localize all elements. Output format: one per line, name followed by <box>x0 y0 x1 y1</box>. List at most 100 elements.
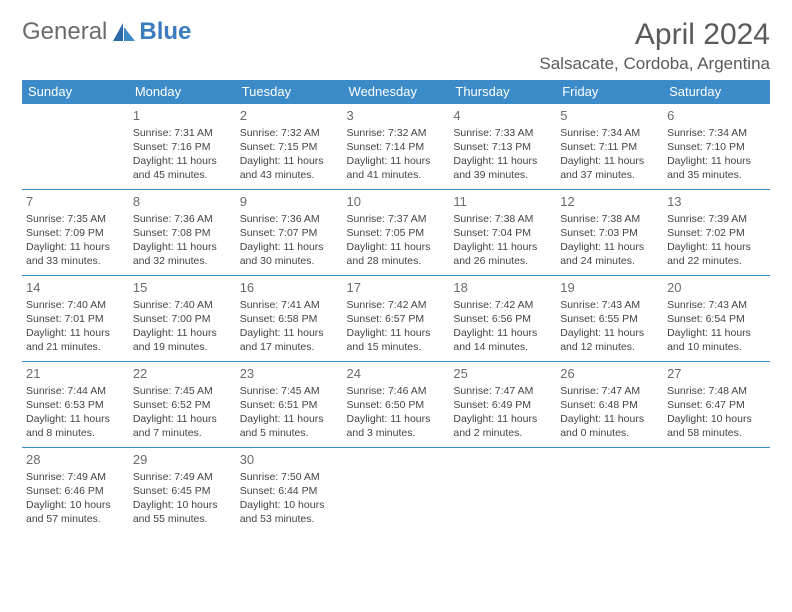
title-block: April 2024 Salsacate, Cordoba, Argentina <box>539 18 770 74</box>
sunset-text: Sunset: 7:14 PM <box>347 140 446 154</box>
daylight-text: Daylight: 11 hours and 28 minutes. <box>347 240 446 268</box>
sunset-text: Sunset: 7:13 PM <box>453 140 552 154</box>
daylight-text: Daylight: 11 hours and 12 minutes. <box>560 326 659 354</box>
sunrise-text: Sunrise: 7:49 AM <box>133 470 232 484</box>
logo: General Blue <box>22 18 191 46</box>
sunrise-text: Sunrise: 7:47 AM <box>560 384 659 398</box>
day-number: 20 <box>667 279 766 297</box>
day-number: 25 <box>453 365 552 383</box>
daylight-text: Daylight: 11 hours and 7 minutes. <box>133 412 232 440</box>
sunset-text: Sunset: 6:51 PM <box>240 398 339 412</box>
sunset-text: Sunset: 7:05 PM <box>347 226 446 240</box>
sunrise-text: Sunrise: 7:44 AM <box>26 384 125 398</box>
daylight-text: Daylight: 10 hours and 58 minutes. <box>667 412 766 440</box>
day-header: Wednesday <box>343 80 450 104</box>
day-number: 22 <box>133 365 232 383</box>
logo-text-general: General <box>22 18 107 46</box>
sunset-text: Sunset: 6:55 PM <box>560 312 659 326</box>
sunset-text: Sunset: 6:58 PM <box>240 312 339 326</box>
sunset-text: Sunset: 6:57 PM <box>347 312 446 326</box>
calendar-body: 1Sunrise: 7:31 AMSunset: 7:16 PMDaylight… <box>22 104 770 534</box>
day-header: Saturday <box>663 80 770 104</box>
sunrise-text: Sunrise: 7:40 AM <box>26 298 125 312</box>
sunrise-text: Sunrise: 7:38 AM <box>560 212 659 226</box>
sunrise-text: Sunrise: 7:45 AM <box>133 384 232 398</box>
day-number: 21 <box>26 365 125 383</box>
logo-sail-icon <box>111 21 137 43</box>
daylight-text: Daylight: 11 hours and 24 minutes. <box>560 240 659 268</box>
calendar-cell: 11Sunrise: 7:38 AMSunset: 7:04 PMDayligh… <box>449 190 556 276</box>
calendar-cell: 21Sunrise: 7:44 AMSunset: 6:53 PMDayligh… <box>22 362 129 448</box>
daylight-text: Daylight: 11 hours and 21 minutes. <box>26 326 125 354</box>
daylight-text: Daylight: 11 hours and 14 minutes. <box>453 326 552 354</box>
sunset-text: Sunset: 6:53 PM <box>26 398 125 412</box>
sunrise-text: Sunrise: 7:42 AM <box>453 298 552 312</box>
sunrise-text: Sunrise: 7:46 AM <box>347 384 446 398</box>
daylight-text: Daylight: 11 hours and 22 minutes. <box>667 240 766 268</box>
calendar-week-row: 14Sunrise: 7:40 AMSunset: 7:01 PMDayligh… <box>22 276 770 362</box>
daylight-text: Daylight: 10 hours and 53 minutes. <box>240 498 339 526</box>
calendar-cell: 24Sunrise: 7:46 AMSunset: 6:50 PMDayligh… <box>343 362 450 448</box>
calendar-table: Sunday Monday Tuesday Wednesday Thursday… <box>22 80 770 534</box>
sunrise-text: Sunrise: 7:43 AM <box>560 298 659 312</box>
sunset-text: Sunset: 7:02 PM <box>667 226 766 240</box>
day-number: 1 <box>133 107 232 125</box>
daylight-text: Daylight: 11 hours and 5 minutes. <box>240 412 339 440</box>
day-number: 3 <box>347 107 446 125</box>
calendar-cell: 28Sunrise: 7:49 AMSunset: 6:46 PMDayligh… <box>22 448 129 534</box>
daylight-text: Daylight: 11 hours and 43 minutes. <box>240 154 339 182</box>
daylight-text: Daylight: 11 hours and 26 minutes. <box>453 240 552 268</box>
calendar-week-row: 1Sunrise: 7:31 AMSunset: 7:16 PMDaylight… <box>22 104 770 190</box>
sunset-text: Sunset: 7:01 PM <box>26 312 125 326</box>
calendar-cell: 23Sunrise: 7:45 AMSunset: 6:51 PMDayligh… <box>236 362 343 448</box>
calendar-cell: 26Sunrise: 7:47 AMSunset: 6:48 PMDayligh… <box>556 362 663 448</box>
daylight-text: Daylight: 11 hours and 10 minutes. <box>667 326 766 354</box>
calendar-cell <box>556 448 663 534</box>
sunrise-text: Sunrise: 7:43 AM <box>667 298 766 312</box>
sunset-text: Sunset: 7:11 PM <box>560 140 659 154</box>
calendar-cell: 1Sunrise: 7:31 AMSunset: 7:16 PMDaylight… <box>129 104 236 190</box>
day-number: 18 <box>453 279 552 297</box>
sunset-text: Sunset: 6:52 PM <box>133 398 232 412</box>
calendar-cell: 20Sunrise: 7:43 AMSunset: 6:54 PMDayligh… <box>663 276 770 362</box>
calendar-cell: 10Sunrise: 7:37 AMSunset: 7:05 PMDayligh… <box>343 190 450 276</box>
day-number: 30 <box>240 451 339 469</box>
sunrise-text: Sunrise: 7:48 AM <box>667 384 766 398</box>
sunrise-text: Sunrise: 7:37 AM <box>347 212 446 226</box>
calendar-cell: 3Sunrise: 7:32 AMSunset: 7:14 PMDaylight… <box>343 104 450 190</box>
sunrise-text: Sunrise: 7:33 AM <box>453 126 552 140</box>
calendar-cell <box>22 104 129 190</box>
sunrise-text: Sunrise: 7:32 AM <box>240 126 339 140</box>
calendar-cell: 2Sunrise: 7:32 AMSunset: 7:15 PMDaylight… <box>236 104 343 190</box>
sunrise-text: Sunrise: 7:49 AM <box>26 470 125 484</box>
sunrise-text: Sunrise: 7:42 AM <box>347 298 446 312</box>
day-header: Tuesday <box>236 80 343 104</box>
day-number: 12 <box>560 193 659 211</box>
calendar-cell: 29Sunrise: 7:49 AMSunset: 6:45 PMDayligh… <box>129 448 236 534</box>
daylight-text: Daylight: 11 hours and 37 minutes. <box>560 154 659 182</box>
daylight-text: Daylight: 11 hours and 0 minutes. <box>560 412 659 440</box>
calendar-week-row: 7Sunrise: 7:35 AMSunset: 7:09 PMDaylight… <box>22 190 770 276</box>
calendar-cell: 19Sunrise: 7:43 AMSunset: 6:55 PMDayligh… <box>556 276 663 362</box>
day-number: 10 <box>347 193 446 211</box>
sunrise-text: Sunrise: 7:41 AM <box>240 298 339 312</box>
sunrise-text: Sunrise: 7:35 AM <box>26 212 125 226</box>
calendar-cell: 25Sunrise: 7:47 AMSunset: 6:49 PMDayligh… <box>449 362 556 448</box>
daylight-text: Daylight: 11 hours and 2 minutes. <box>453 412 552 440</box>
sunset-text: Sunset: 6:45 PM <box>133 484 232 498</box>
day-header: Friday <box>556 80 663 104</box>
day-number: 17 <box>347 279 446 297</box>
sunrise-text: Sunrise: 7:34 AM <box>560 126 659 140</box>
sunrise-text: Sunrise: 7:31 AM <box>133 126 232 140</box>
calendar-cell: 17Sunrise: 7:42 AMSunset: 6:57 PMDayligh… <box>343 276 450 362</box>
day-header: Monday <box>129 80 236 104</box>
daylight-text: Daylight: 11 hours and 8 minutes. <box>26 412 125 440</box>
calendar-cell <box>663 448 770 534</box>
daylight-text: Daylight: 11 hours and 19 minutes. <box>133 326 232 354</box>
sunrise-text: Sunrise: 7:36 AM <box>240 212 339 226</box>
daylight-text: Daylight: 11 hours and 35 minutes. <box>667 154 766 182</box>
day-number: 4 <box>453 107 552 125</box>
day-number: 26 <box>560 365 659 383</box>
daylight-text: Daylight: 11 hours and 33 minutes. <box>26 240 125 268</box>
sunset-text: Sunset: 7:03 PM <box>560 226 659 240</box>
